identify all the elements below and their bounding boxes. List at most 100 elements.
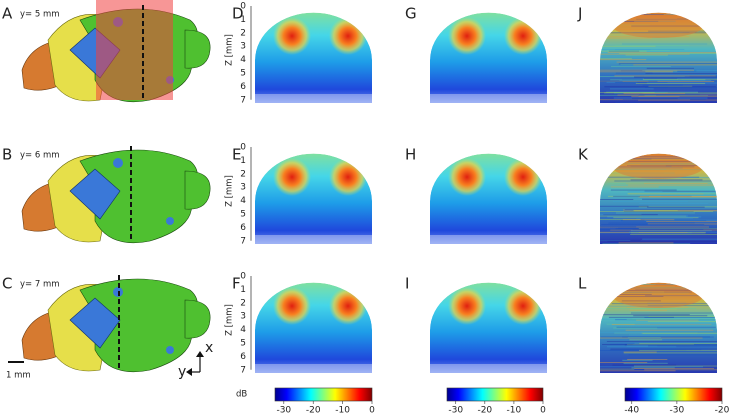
fade — [430, 364, 547, 373]
noise-streak — [648, 315, 717, 317]
noise-streak — [639, 203, 709, 205]
noise-streak — [600, 331, 681, 333]
noise-streak — [600, 368, 635, 370]
z-tick-label: 3 — [240, 312, 246, 322]
hot-spot — [273, 287, 311, 325]
noise-streak — [627, 359, 668, 360]
noise-streak — [601, 49, 685, 50]
noise-streak — [642, 198, 717, 200]
noise-streak — [615, 212, 695, 214]
heatmap — [600, 12, 717, 104]
noise-streak — [633, 365, 717, 367]
noise-streak — [645, 295, 717, 297]
noise-streak — [628, 160, 698, 162]
noise-streak — [622, 359, 653, 361]
noise-streak — [629, 308, 677, 310]
noise-streak — [600, 294, 652, 295]
noise-streak — [600, 29, 650, 30]
noise-streak — [626, 319, 717, 320]
axis-label-y: y — [178, 364, 186, 380]
noise-streak — [600, 211, 714, 212]
noise-streak — [647, 321, 717, 322]
noise-streak — [614, 44, 690, 46]
noise-streak — [633, 210, 678, 211]
colorbar-tick-label: 0 — [369, 406, 375, 416]
noise-streak — [602, 284, 637, 286]
z-tick-label: 1 — [240, 156, 246, 166]
noise-streak — [633, 315, 708, 317]
fade — [430, 235, 547, 244]
noise-streak — [609, 88, 654, 90]
hot-spot — [329, 287, 367, 325]
noise-streak — [600, 291, 665, 293]
noise-streak — [610, 186, 659, 188]
colorbar-tick-label: -20 — [477, 406, 492, 416]
noise-streak — [624, 344, 717, 346]
panel-letter: F — [232, 275, 241, 293]
noise-streak — [602, 243, 691, 245]
noise-streak — [613, 97, 708, 99]
colorbar-unit: dB — [236, 390, 247, 400]
noise-streak — [622, 219, 675, 221]
heatmap — [255, 153, 372, 244]
noise-streak — [600, 370, 676, 372]
noise-streak — [604, 172, 675, 174]
noise-streak — [639, 349, 717, 351]
noise-streak — [649, 196, 717, 198]
noise-streak — [646, 221, 717, 223]
noise-streak — [644, 369, 717, 371]
z-tick-label: 6 — [240, 352, 246, 362]
noise-streak — [610, 343, 717, 345]
noise-streak — [627, 165, 717, 166]
noise-streak — [600, 205, 649, 207]
heatmap — [430, 153, 547, 244]
noise-streak — [622, 292, 689, 294]
noise-streak — [607, 183, 644, 185]
noise-streak — [601, 318, 633, 320]
hot-spot — [448, 287, 486, 325]
noise-streak — [630, 179, 703, 181]
z-tick-label: 3 — [240, 42, 246, 52]
z-tick-label: 1 — [240, 15, 246, 25]
noise-streak — [618, 227, 717, 229]
noise-streak — [630, 31, 683, 33]
noise-streak — [610, 79, 706, 81]
noise-streak — [636, 217, 694, 219]
noise-streak — [638, 99, 717, 101]
noise-streak — [642, 238, 717, 240]
noise-streak — [639, 93, 700, 95]
noise-streak — [618, 242, 674, 244]
noise-streak — [645, 70, 678, 72]
noise-streak — [630, 312, 717, 314]
noise-streak — [647, 305, 717, 307]
z-tick-label: 5 — [240, 339, 246, 349]
noise-streak — [600, 159, 632, 161]
fade — [255, 94, 372, 103]
noise-streak — [600, 213, 642, 215]
noise-streak — [641, 215, 688, 217]
scale-bar-label: 1 mm — [6, 371, 31, 381]
z-tick-label: 6 — [240, 223, 246, 233]
noise-streak — [626, 345, 658, 347]
noise-streak — [600, 157, 699, 159]
noise-streak — [633, 64, 717, 66]
z-tick-label: 0 — [240, 272, 246, 282]
noise-streak — [600, 366, 704, 368]
noise-streak — [603, 36, 690, 38]
z-tick-label: 6 — [240, 82, 246, 92]
noise-streak — [604, 176, 700, 178]
noise-streak — [607, 52, 717, 53]
z-tick-label: 2 — [240, 298, 246, 308]
noise-streak — [600, 305, 663, 307]
panel-letter: C — [2, 275, 12, 293]
noise-streak — [615, 102, 706, 104]
hot-spot — [273, 17, 311, 55]
noise-streak — [609, 167, 683, 169]
noise-streak — [604, 32, 707, 34]
noise-streak — [600, 45, 656, 47]
noise-streak — [619, 52, 717, 54]
colorbar-tick-label: -30 — [276, 406, 291, 416]
colorbar-tick-label: -30 — [670, 406, 685, 416]
noise-streak — [629, 309, 667, 311]
